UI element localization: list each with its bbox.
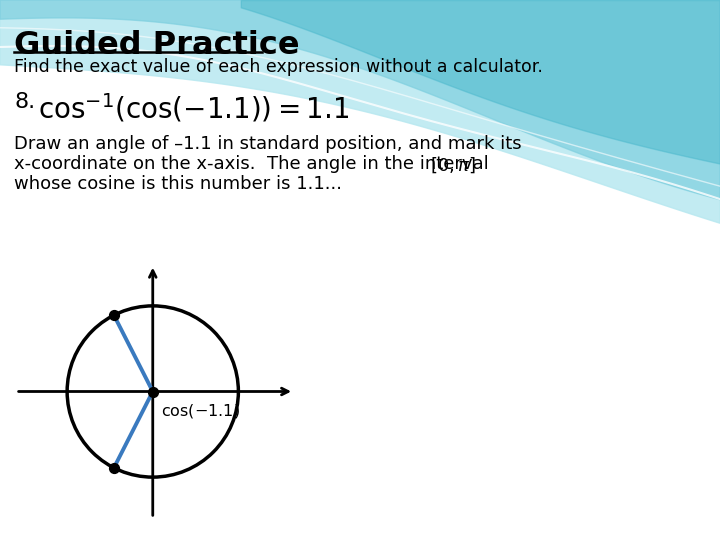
Text: x-coordinate on the x-axis.  The angle in the interval: x-coordinate on the x-axis. The angle in… — [14, 155, 489, 173]
Text: Draw an angle of –1.1 in standard position, and mark its: Draw an angle of –1.1 in standard positi… — [14, 135, 521, 153]
Text: $\cos^{-1}\!\left(\cos\!\left(-1.1\right)\right) = 1.1$: $\cos^{-1}\!\left(\cos\!\left(-1.1\right… — [38, 92, 349, 125]
Text: whose cosine is this number is 1.1...: whose cosine is this number is 1.1... — [14, 175, 342, 193]
Text: Guided Practice: Guided Practice — [14, 30, 300, 61]
Point — [147, 387, 158, 396]
Point — [108, 463, 120, 472]
Text: 8.: 8. — [14, 92, 35, 112]
Text: Find the exact value of each expression without a calculator.: Find the exact value of each expression … — [14, 58, 543, 76]
Point — [108, 311, 120, 320]
Text: $\cos(-1.1)$: $\cos(-1.1)$ — [161, 402, 240, 420]
Text: $\left[0,\pi\right]$: $\left[0,\pi\right]$ — [430, 155, 476, 174]
